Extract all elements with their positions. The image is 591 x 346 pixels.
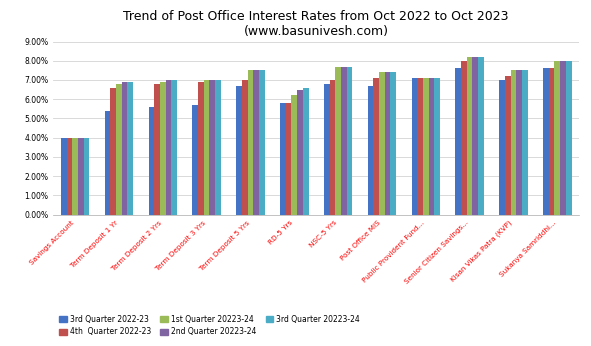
Bar (291, 95, 297, 215)
Bar (434, 78, 440, 215)
Bar (499, 80, 505, 215)
Bar (423, 78, 428, 215)
Bar (478, 57, 484, 215)
Bar (61, 138, 67, 215)
Bar (347, 66, 352, 215)
Bar (154, 84, 160, 215)
Bar (67, 138, 72, 215)
Bar (417, 78, 423, 215)
Bar (391, 72, 396, 215)
Bar (341, 66, 347, 215)
Bar (285, 103, 291, 215)
Bar (374, 78, 379, 215)
Bar (461, 61, 467, 215)
Bar (242, 80, 248, 215)
Bar (522, 70, 528, 215)
Bar (297, 90, 303, 215)
Bar (78, 138, 84, 215)
Bar (204, 80, 209, 215)
Bar (385, 72, 391, 215)
Bar (368, 86, 374, 215)
Bar (280, 103, 285, 215)
Bar (116, 84, 122, 215)
Bar (84, 138, 89, 215)
Bar (254, 70, 259, 215)
Bar (330, 80, 335, 215)
Bar (543, 69, 548, 215)
Legend: 3rd Quarter 2022-23, 4th  Quarter 2022-23, 1st Quarter 20223-24, 2nd Quarter 202: 3rd Quarter 2022-23, 4th Quarter 2022-23… (57, 312, 362, 339)
Bar (192, 105, 198, 215)
Bar (379, 72, 385, 215)
Bar (171, 80, 177, 215)
Bar (236, 86, 242, 215)
Bar (209, 80, 215, 215)
Bar (324, 84, 330, 215)
Bar (215, 80, 221, 215)
Bar (472, 57, 478, 215)
Bar (548, 69, 554, 215)
Bar (411, 78, 417, 215)
Bar (560, 61, 566, 215)
Bar (259, 70, 265, 215)
Bar (160, 82, 165, 215)
Bar (72, 138, 78, 215)
Bar (128, 82, 133, 215)
Title: Trend of Post Office Interest Rates from Oct 2022 to Oct 2023
(www.basunivesh.co: Trend of Post Office Interest Rates from… (124, 10, 509, 38)
Bar (517, 70, 522, 215)
Bar (248, 70, 254, 215)
Bar (428, 78, 434, 215)
Bar (105, 111, 111, 215)
Bar (198, 82, 204, 215)
Bar (554, 61, 560, 215)
Bar (165, 80, 171, 215)
Bar (455, 69, 461, 215)
Bar (111, 88, 116, 215)
Bar (303, 88, 309, 215)
Bar (148, 107, 154, 215)
Bar (566, 61, 571, 215)
Bar (505, 76, 511, 215)
Bar (335, 66, 341, 215)
Bar (467, 57, 472, 215)
Bar (122, 82, 128, 215)
Bar (511, 70, 517, 215)
